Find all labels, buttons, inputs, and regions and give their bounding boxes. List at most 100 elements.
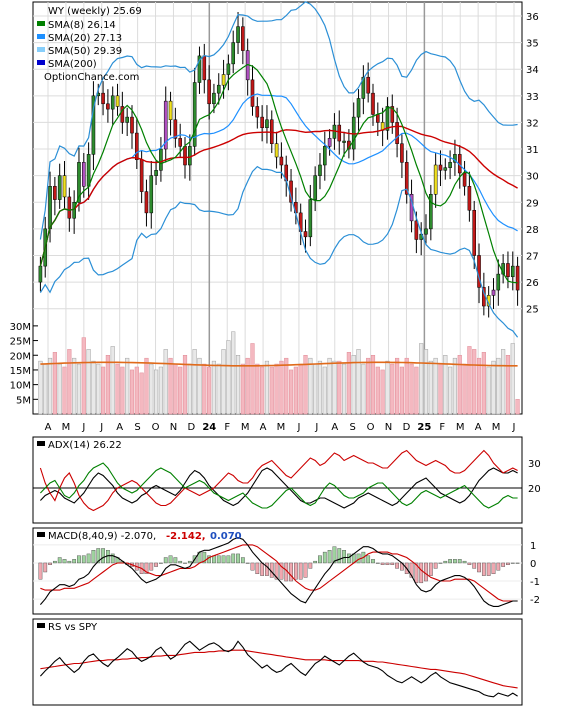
volume-bar — [385, 360, 390, 415]
macd-signal-line — [40, 544, 518, 602]
rs-line — [39, 640, 518, 698]
candle-body — [491, 289, 496, 296]
sma50-line — [39, 125, 518, 267]
macd-histogram-bar — [154, 562, 158, 567]
macd-histogram-bar — [375, 562, 380, 564]
macd-histogram-bar — [81, 555, 86, 564]
volume-bar — [428, 360, 433, 415]
volume-bar — [240, 363, 245, 415]
macd-histogram-bar — [332, 546, 337, 564]
x-tick-label: A — [45, 422, 52, 433]
volume-bar — [255, 363, 260, 415]
rs-legend-swatch — [37, 623, 45, 628]
volume-bar — [260, 366, 265, 415]
macd-histogram-bar — [110, 553, 115, 564]
candle-body — [57, 175, 62, 200]
volume-bar — [154, 369, 159, 415]
rs-lines: RS vs SPY — [37, 622, 518, 698]
price-tick-label: 31 — [526, 145, 539, 156]
candle-body — [260, 116, 264, 128]
legend-swatch — [37, 34, 45, 39]
volume-bar — [370, 355, 376, 415]
volume-bar — [149, 363, 154, 415]
macd-histogram-bar — [366, 555, 371, 564]
price-tick-label: 25 — [526, 305, 539, 316]
candle-body — [496, 273, 501, 291]
candle-body — [216, 84, 221, 94]
macd-histogram-bar — [409, 562, 414, 578]
macd-histogram-bar — [347, 553, 351, 564]
candle-body — [385, 106, 390, 131]
macd-histogram-bar — [380, 562, 385, 565]
volume-bar — [462, 363, 467, 415]
rs-panel: RS vs SPY — [32, 618, 523, 706]
volume-bar — [187, 363, 192, 415]
volume-bar — [496, 357, 501, 415]
volume-bar — [404, 357, 409, 415]
candle-body — [433, 164, 438, 195]
x-tick-label: M — [456, 422, 465, 433]
candle-body — [130, 116, 134, 134]
volume-bar — [158, 366, 163, 415]
volume-bar — [337, 360, 342, 415]
x-tick-label: J — [512, 422, 516, 433]
candle-body — [308, 199, 313, 238]
adx-lines: 30 20 ADX(14) 26.22 — [33, 440, 541, 512]
macd-tick-label: 1 — [530, 541, 536, 552]
volume-bar — [308, 357, 313, 415]
legend-swatch — [37, 47, 45, 52]
volume-bar — [197, 357, 202, 415]
candle-body — [72, 202, 76, 219]
macd-histogram-bar — [414, 562, 419, 584]
candle-body — [168, 100, 173, 121]
x-tick-label: M — [277, 422, 286, 433]
candle-body — [212, 92, 216, 105]
x-tick-label: 24 — [202, 422, 216, 433]
candle-body — [506, 263, 510, 278]
candle-body — [120, 106, 125, 123]
x-tick-label: O — [152, 422, 160, 433]
macd-histogram-bar — [477, 562, 481, 573]
macd-histogram-bar — [385, 562, 390, 565]
candle-body — [255, 106, 260, 118]
macd-histogram-bar — [322, 551, 327, 564]
volume-y-axis: 30M 25M 20M 15M 10M 5M — [10, 322, 38, 406]
macd-histogram-bar — [159, 562, 163, 564]
volume-bar — [274, 363, 279, 415]
volume-bar — [356, 349, 361, 415]
volume-bar — [269, 366, 274, 415]
x-tick-label: A — [331, 422, 338, 433]
x-tick-label: J — [296, 422, 300, 433]
price-legend: WY (weekly) 25.69 SMA(8) 26.14 SMA(20) 27.… — [37, 6, 142, 83]
macd-histogram-bar — [491, 562, 496, 575]
macd-histogram-bar — [226, 555, 231, 564]
volume-bar — [245, 357, 250, 415]
x-tick-label: O — [367, 422, 375, 433]
macd-histogram-bar — [453, 559, 457, 564]
x-tick-label: J — [81, 422, 85, 433]
chart-title: WY (weekly) 25.69 — [48, 6, 142, 17]
candle-body — [404, 162, 409, 195]
volume-bar — [100, 366, 106, 415]
volume-bar — [438, 363, 443, 415]
volume-bar — [313, 363, 318, 415]
volume-bar — [192, 349, 197, 415]
candle-body — [327, 138, 332, 147]
macd-histogram-bar — [337, 548, 342, 564]
macd-legend-swatch — [37, 532, 45, 537]
volume-bar — [163, 349, 168, 415]
x-tick-label: D — [403, 422, 411, 433]
volume-bar — [139, 372, 144, 415]
macd-histogram-bar — [313, 560, 318, 564]
legend-label: SMA(20) 27.13 — [48, 33, 122, 44]
x-tick-label: S — [134, 422, 140, 433]
macd-histogram-bar — [419, 562, 424, 584]
macd-histogram-bar — [231, 553, 236, 564]
volume-bar — [457, 355, 462, 415]
macd-histogram-bar — [390, 562, 395, 565]
macd-histogram-bar — [457, 559, 462, 564]
volume-bar — [178, 366, 183, 415]
volume-bar — [443, 355, 448, 415]
macd-line — [39, 537, 518, 607]
